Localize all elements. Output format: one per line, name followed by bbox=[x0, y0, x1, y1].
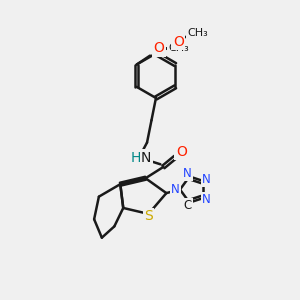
Text: CH₃: CH₃ bbox=[168, 43, 189, 53]
Text: C: C bbox=[183, 199, 191, 212]
Text: H: H bbox=[131, 151, 141, 165]
Text: N: N bbox=[141, 151, 151, 165]
Text: N: N bbox=[140, 153, 150, 167]
Text: N: N bbox=[183, 167, 192, 180]
Text: H: H bbox=[130, 153, 140, 167]
Text: O: O bbox=[173, 34, 184, 49]
Text: CH₃: CH₃ bbox=[187, 28, 208, 38]
Text: N: N bbox=[171, 183, 180, 196]
Text: O: O bbox=[154, 41, 164, 55]
Text: S: S bbox=[144, 209, 153, 223]
Text: N: N bbox=[202, 193, 211, 206]
Text: N: N bbox=[202, 173, 211, 186]
Text: O: O bbox=[176, 145, 187, 159]
